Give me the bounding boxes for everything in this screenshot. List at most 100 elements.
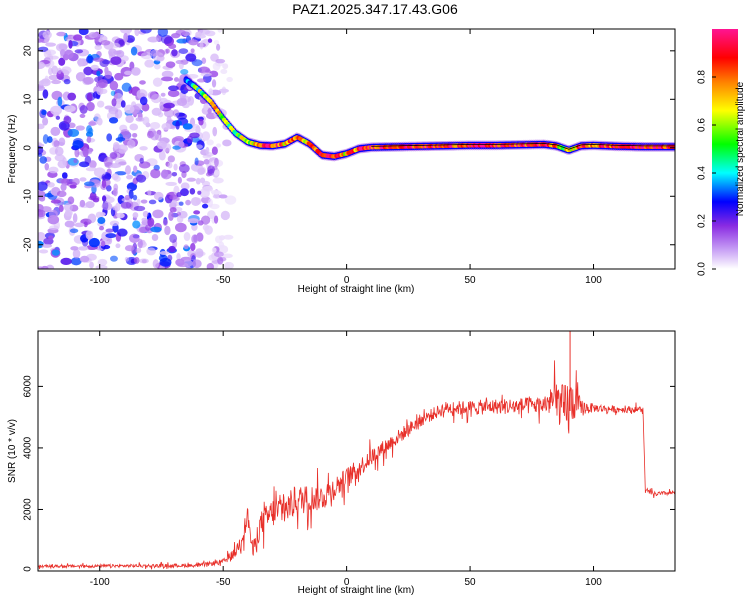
noise-blob [90, 179, 101, 188]
noise-blob [194, 248, 204, 258]
figure-title: PAZ1.2025.347.17.43.G06 [292, 1, 458, 17]
noise-blob [48, 74, 59, 81]
noise-blob [213, 251, 224, 258]
noise-blob [57, 160, 68, 169]
noise-blob [139, 96, 148, 106]
noise-blob [171, 49, 178, 57]
noise-blob [60, 257, 72, 266]
noise-blob [218, 194, 228, 199]
noise-blob [57, 67, 62, 75]
noise-blob [216, 143, 222, 148]
noise-blob [96, 100, 105, 108]
noise-blob [180, 182, 190, 190]
noise-blob [217, 29, 223, 33]
noise-blob [38, 195, 46, 202]
snr-ylabel: SNR (10 * v/v) [7, 419, 18, 483]
noise-blob [41, 243, 53, 248]
noise-blob [175, 258, 185, 267]
x-tick-label: -50 [216, 275, 231, 286]
noise-blob [165, 48, 170, 54]
noise-blob [87, 213, 97, 224]
noise-blob [144, 59, 155, 68]
noise-blob [51, 79, 62, 85]
noise-blob [113, 175, 121, 182]
noise-blob [89, 261, 94, 269]
noise-blob [158, 150, 166, 161]
noise-blob [79, 255, 90, 263]
noise-blob [140, 52, 153, 60]
noise-blob [115, 137, 126, 142]
noise-blob [177, 176, 182, 184]
noise-blob [139, 258, 149, 264]
noise-blob [41, 109, 47, 116]
noise-blob [139, 80, 146, 85]
noise-blob [214, 157, 219, 167]
noise-blob [207, 165, 215, 174]
noise-blob [67, 196, 75, 205]
noise-blob [109, 42, 121, 49]
noise-blob [198, 118, 204, 126]
noise-blob [104, 105, 114, 110]
x-tick-label: 50 [465, 275, 477, 286]
noise-blob [133, 205, 146, 212]
noise-blob [108, 117, 119, 124]
noise-blob [66, 181, 78, 187]
noise-blob [159, 250, 170, 256]
noise-blob [85, 201, 95, 209]
noise-blob [222, 63, 229, 70]
noise-blob [45, 49, 57, 56]
noise-blob [129, 123, 139, 131]
noise-blob [50, 105, 63, 115]
noise-blob [100, 39, 111, 46]
noise-blob [220, 68, 228, 75]
noise-blob [69, 228, 79, 234]
noise-blob [53, 140, 60, 148]
noise-blob [38, 84, 44, 89]
noise-blob [109, 152, 118, 159]
spectrogram-xlabel: Height of straight line (km) [298, 284, 415, 295]
noise-blob [73, 158, 78, 164]
noise-blob [63, 78, 71, 85]
snr-series-layer [38, 331, 675, 570]
noise-blob [120, 201, 132, 209]
noise-blob [58, 57, 66, 66]
noise-blob [191, 59, 203, 67]
noise-blob [42, 89, 49, 99]
noise-blob [77, 246, 89, 251]
noise-blob [220, 210, 230, 221]
noise-blob [167, 89, 180, 98]
noise-blob [56, 190, 67, 198]
noise-blob [109, 220, 120, 227]
noise-blob [133, 256, 140, 264]
noise-blob [38, 61, 46, 70]
noise-blob [212, 194, 222, 199]
noise-blob [161, 70, 174, 78]
noise-blob [161, 169, 169, 179]
noise-blob [160, 92, 166, 97]
noise-blob [201, 57, 207, 64]
noise-blob [77, 58, 83, 67]
noise-blob [152, 259, 159, 269]
noise-blob [54, 146, 64, 157]
noise-blob [60, 183, 67, 191]
noise-blob [115, 243, 121, 249]
noise-blob [121, 82, 132, 92]
noise-blob [116, 212, 125, 219]
noise-blob [198, 132, 203, 140]
noise-blob [129, 61, 135, 71]
noise-blob [64, 49, 74, 60]
noise-blob [38, 209, 46, 218]
colorbar-tick-label: 0.0 [697, 262, 708, 276]
noise-blob [215, 58, 226, 64]
noise-blob [118, 148, 127, 154]
noise-blob [95, 264, 108, 269]
noise-blob [131, 67, 141, 76]
noise-blob [159, 101, 165, 111]
noise-blob [70, 257, 82, 266]
noise-blob [50, 199, 62, 204]
noise-blob [133, 165, 138, 173]
noise-blob [67, 128, 80, 137]
noise-blob [74, 49, 84, 54]
noise-blob [105, 233, 117, 239]
noise-blob [104, 173, 112, 180]
